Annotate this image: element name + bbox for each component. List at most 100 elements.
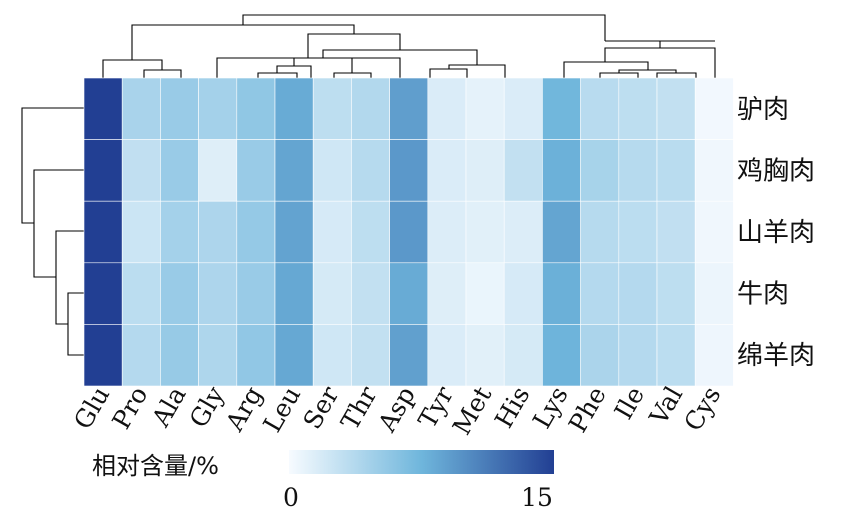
- heatmap-cell: [274, 200, 314, 264]
- heatmap-cells: [83, 77, 734, 387]
- column-label: Pro: [106, 382, 153, 434]
- column-label: Leu: [257, 382, 306, 438]
- heatmap-cell: [312, 200, 352, 264]
- column-label: Gly: [184, 381, 231, 433]
- row-label: 鸡胸肉: [737, 156, 815, 186]
- column-label: Phe: [563, 382, 612, 438]
- heatmap-cell: [274, 139, 314, 202]
- heatmap-cell: [542, 324, 581, 387]
- heatmap-cell: [656, 324, 696, 387]
- heatmap-cell: [503, 324, 543, 387]
- column-label: Asp: [372, 382, 421, 438]
- heatmap-cell: [542, 77, 581, 140]
- heatmap-cell: [542, 262, 581, 325]
- heatmap-cell: [312, 262, 352, 325]
- heatmap-cell: [198, 262, 238, 325]
- heatmap-cell: [694, 262, 734, 325]
- column-label: Glu: [68, 382, 115, 435]
- row-label: 山羊肉: [737, 218, 815, 248]
- heatmap-cell: [694, 324, 734, 387]
- heatmap-cell: [121, 200, 161, 264]
- heatmap-cell: [83, 262, 123, 325]
- heatmap-cell: [694, 77, 734, 140]
- column-label: Ser: [297, 381, 344, 434]
- heatmap-cell: [465, 139, 505, 202]
- heatmap-cell: [121, 139, 161, 202]
- heatmap-cell: [83, 77, 123, 140]
- heatmap-cell: [198, 200, 238, 264]
- heatmap-cell: [542, 200, 581, 264]
- heatmap-cell: [351, 200, 390, 264]
- heatmap-cell: [618, 77, 658, 140]
- column-labels: GluProAlaGlyArgLeuSerThrAspTyrMetHisLysP…: [68, 381, 726, 440]
- row-dendrogram: [21, 107, 84, 356]
- column-label: Met: [447, 382, 497, 440]
- heatmap-cell: [389, 77, 429, 140]
- heatmap-cell: [465, 262, 505, 325]
- heatmap-cell: [618, 200, 658, 264]
- colorbar-max-label: 15: [521, 483, 553, 512]
- heatmap-cell: [274, 77, 314, 140]
- heatmap-cell: [351, 262, 390, 325]
- heatmap-cell: [503, 139, 543, 202]
- colorbar-legend: 相对含量/% 0 15: [92, 450, 554, 512]
- heatmap-cell: [83, 200, 123, 264]
- heatmap-cell: [427, 324, 467, 387]
- heatmap-cell: [312, 77, 352, 140]
- heatmap-cell: [465, 324, 505, 387]
- heatmap-cell: [236, 324, 276, 387]
- heatmap-cell: [580, 77, 620, 140]
- heatmap-cell: [160, 200, 199, 264]
- heatmap-cell: [465, 200, 505, 264]
- column-dendrogram: [102, 14, 716, 78]
- heatmap-cell: [121, 324, 161, 387]
- heatmap-cell: [580, 262, 620, 325]
- heatmap-cell: [389, 324, 429, 387]
- heatmap-cell: [618, 262, 658, 325]
- heatmap-cell: [389, 139, 429, 202]
- heatmap-cell: [160, 324, 199, 387]
- heatmap-cell: [236, 262, 276, 325]
- heatmap-cell: [351, 324, 390, 387]
- heatmap-cell: [160, 77, 199, 140]
- row-label: 驴肉: [737, 95, 789, 125]
- column-label: Ile: [609, 382, 650, 425]
- heatmap-cell: [656, 139, 696, 202]
- heatmap-cell: [160, 262, 199, 325]
- heatmap-cell: [694, 139, 734, 202]
- heatmap-cell: [427, 200, 467, 264]
- heatmap-cell: [160, 139, 199, 202]
- column-label: His: [489, 382, 535, 433]
- heatmap-cell: [580, 200, 620, 264]
- heatmap-cell: [580, 139, 620, 202]
- heatmap-cell: [198, 77, 238, 140]
- heatmap-cell: [274, 262, 314, 325]
- column-label: Ala: [146, 381, 192, 432]
- heatmap-cell: [427, 77, 467, 140]
- heatmap-cell: [503, 200, 543, 264]
- heatmap-cell: [274, 324, 314, 387]
- heatmap-cell: [351, 139, 390, 202]
- heatmap-cell: [389, 262, 429, 325]
- heatmap-cell: [694, 200, 734, 264]
- row-label: 牛肉: [737, 280, 789, 310]
- heatmap-cell: [503, 77, 543, 140]
- heatmap-cell: [503, 262, 543, 325]
- heatmap-cell: [83, 139, 123, 202]
- colorbar-title: 相对含量/%: [92, 452, 219, 480]
- heatmap-cell: [198, 324, 238, 387]
- heatmap-cell: [656, 200, 696, 264]
- colorbar-gradient: [289, 450, 554, 474]
- heatmap-cell: [427, 262, 467, 325]
- heatmap-cell: [656, 262, 696, 325]
- heatmap-cell: [580, 324, 620, 387]
- heatmap-cell: [618, 324, 658, 387]
- heatmap-cell: [312, 324, 352, 387]
- heatmap-cell: [618, 139, 658, 202]
- heatmap-cell: [351, 77, 390, 140]
- heatmap-cell: [389, 200, 429, 264]
- column-label: Cys: [678, 382, 726, 436]
- column-label: Thr: [335, 381, 383, 434]
